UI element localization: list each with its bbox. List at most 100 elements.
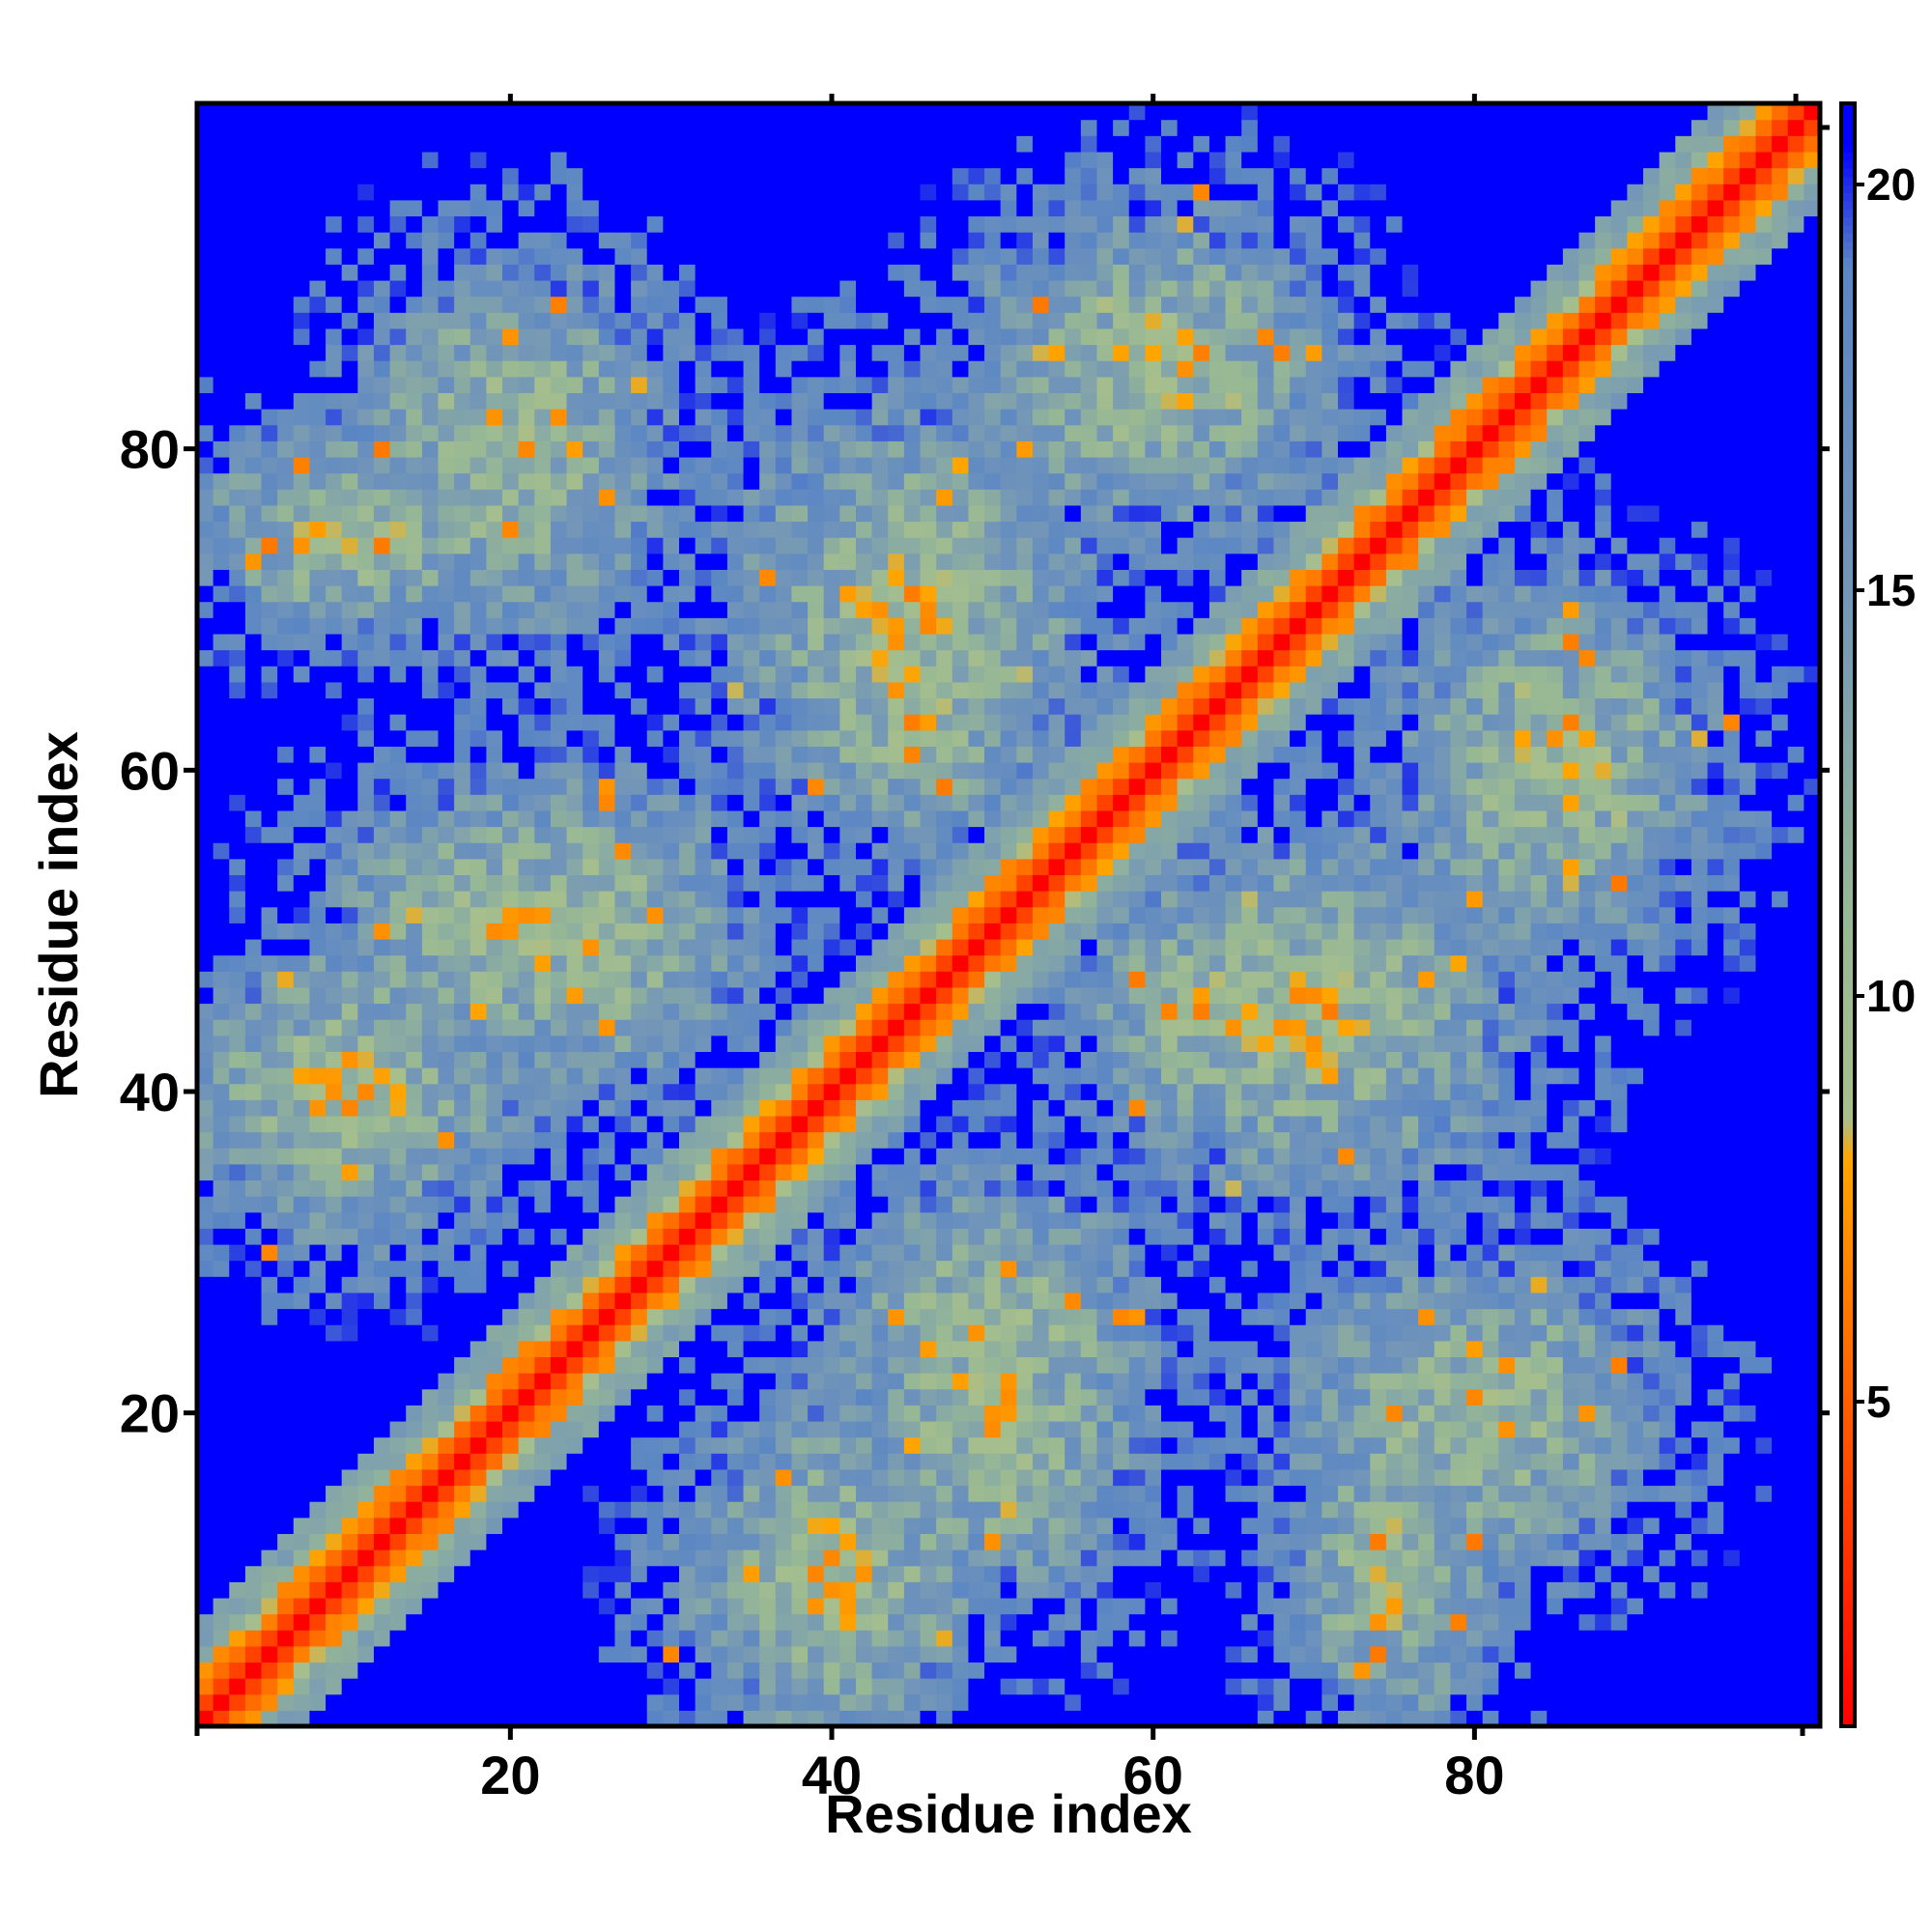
heatmap-cell [952, 1099, 970, 1117]
heatmap-cell [582, 1035, 600, 1052]
heatmap-cell [550, 199, 568, 217]
heatmap-cell [406, 1436, 423, 1454]
heatmap-cell [775, 1517, 793, 1534]
heatmap-cell [277, 279, 295, 298]
heatmap-cell [631, 1115, 648, 1133]
heatmap-cell [566, 1597, 583, 1615]
heatmap-cell [791, 1501, 809, 1519]
heatmap-cell [903, 1468, 922, 1487]
heatmap-cell [823, 1083, 840, 1100]
heatmap-cell [213, 1211, 230, 1229]
heatmap-cell [469, 1485, 487, 1502]
heatmap-cell [229, 794, 246, 811]
heatmap-cell [309, 778, 327, 795]
heatmap-cell [646, 1468, 664, 1487]
heatmap-cell [679, 697, 696, 715]
heatmap-cell [438, 135, 455, 153]
heatmap-cell [277, 842, 295, 860]
heatmap-cell [213, 392, 230, 410]
heatmap-cell [341, 1662, 358, 1679]
heatmap-cell [952, 1019, 970, 1037]
heatmap-cell [646, 1420, 664, 1438]
heatmap-cell [469, 215, 487, 233]
heatmap-cell [920, 119, 937, 136]
heatmap-cell [614, 327, 632, 346]
heatmap-cell [454, 537, 471, 554]
heatmap-cell [614, 1436, 632, 1454]
heatmap-cell [582, 327, 600, 346]
heatmap-cell [968, 938, 985, 956]
heatmap-cell [968, 504, 985, 523]
heatmap-cell [502, 167, 520, 185]
heatmap-cell [888, 971, 905, 988]
heatmap-cell [614, 1356, 632, 1374]
heatmap-cell [855, 874, 873, 892]
heatmap-cell [759, 440, 777, 458]
heatmap-cell [952, 633, 970, 651]
heatmap-cell [631, 1517, 648, 1534]
heatmap-cell [438, 1308, 455, 1325]
heatmap-cell [743, 1196, 760, 1213]
heatmap-cell [871, 424, 889, 441]
heatmap-cell [791, 729, 809, 747]
heatmap-cell [357, 906, 375, 923]
heatmap-cell [808, 1405, 825, 1422]
heatmap-cell [952, 1517, 970, 1534]
heatmap-cell [421, 906, 440, 923]
heatmap-cell [486, 1581, 503, 1599]
heatmap-cell [389, 199, 407, 217]
heatmap-cell [871, 409, 889, 426]
heatmap-cell [406, 1420, 423, 1438]
heatmap-cell [213, 424, 230, 441]
heatmap-cell [406, 327, 423, 346]
heatmap-cell [309, 1163, 327, 1181]
heatmap-cell [711, 858, 728, 876]
heatmap-cell [469, 1308, 487, 1325]
heatmap-cell [454, 1630, 471, 1647]
heatmap-cell [454, 1356, 471, 1374]
heatmap-cell [293, 633, 311, 651]
heatmap-cell [213, 1228, 230, 1245]
heatmap-cell [791, 954, 809, 972]
heatmap-cell [566, 440, 583, 458]
heatmap-cell [743, 923, 760, 940]
heatmap-cell [839, 135, 857, 153]
heatmap-cell [518, 1243, 535, 1262]
heatmap-cell [357, 424, 375, 441]
heatmap-cell [229, 135, 246, 153]
heatmap-cell [663, 327, 680, 346]
heatmap-cell [309, 1019, 327, 1037]
heatmap-cell [421, 569, 440, 586]
heatmap-cell [421, 489, 440, 506]
heatmap-cell [373, 1581, 391, 1599]
heatmap-cell [341, 151, 358, 169]
heatmap-cell [502, 1549, 520, 1567]
heatmap-cell [469, 119, 487, 136]
heatmap-cell [920, 424, 937, 441]
heatmap-cell [808, 1196, 825, 1213]
heatmap-cell [631, 1549, 648, 1567]
heatmap-cell [486, 714, 503, 731]
heatmap-cell [550, 360, 568, 378]
heatmap-cell [952, 1373, 970, 1390]
heatmap-cell [326, 264, 343, 281]
heatmap-cell [406, 1678, 423, 1695]
heatmap-cell [695, 409, 712, 426]
heatmap-cell [502, 489, 520, 506]
heatmap-cell [309, 954, 327, 972]
heatmap-cell [711, 167, 728, 185]
heatmap-cell [244, 714, 263, 731]
heatmap-cell [711, 489, 728, 506]
heatmap-cell [261, 1581, 278, 1599]
heatmap-cell [277, 103, 295, 121]
heatmap-cell [213, 1019, 230, 1037]
heatmap-cell [518, 1693, 535, 1711]
heatmap-cell [534, 296, 552, 313]
heatmap-cell [808, 923, 825, 940]
heatmap-cell [871, 504, 889, 523]
heatmap-cell [486, 794, 503, 811]
heatmap-cell [743, 1485, 760, 1502]
heatmap-cell [277, 569, 295, 586]
heatmap-cell [888, 135, 905, 153]
heatmap-cell [357, 215, 375, 233]
